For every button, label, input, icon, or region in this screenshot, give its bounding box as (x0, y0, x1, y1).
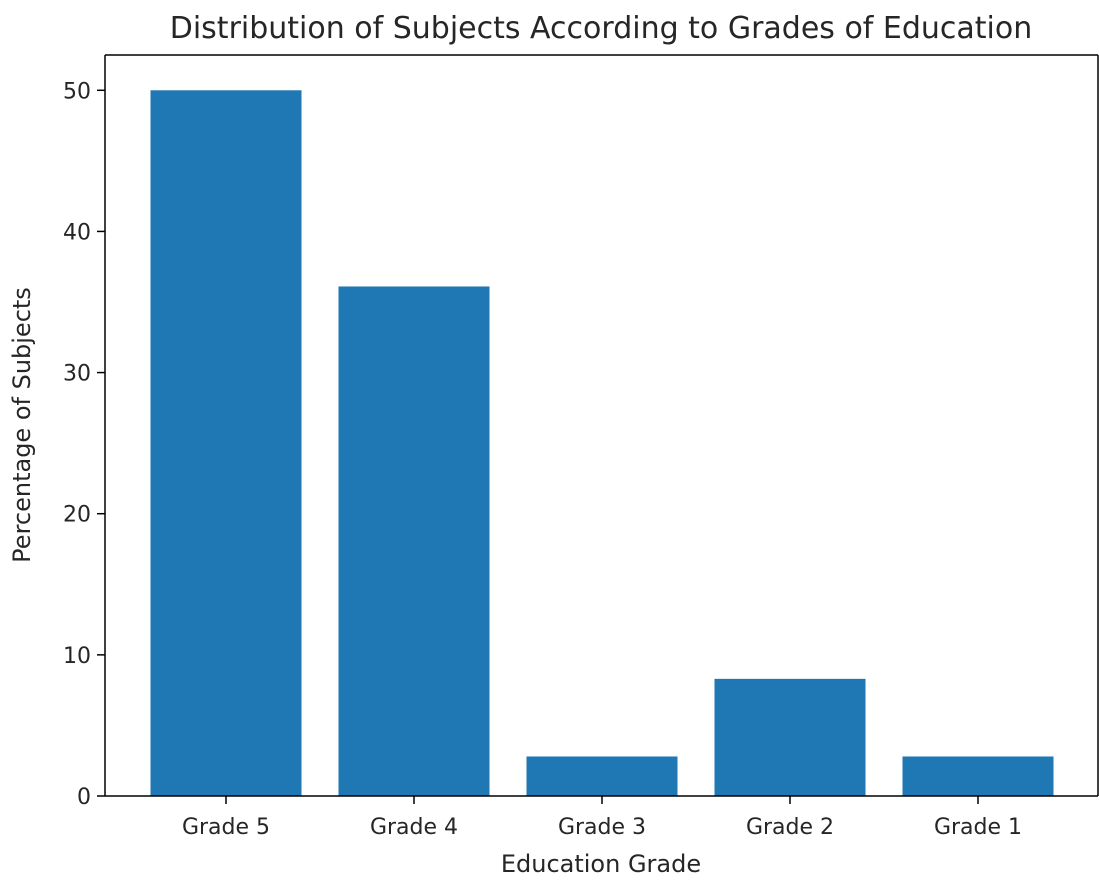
bar-grade-1 (902, 756, 1054, 796)
bar-grade-5 (150, 90, 302, 797)
x-axis-label: Education Grade (501, 850, 701, 878)
y-tick-label: 30 (63, 362, 91, 387)
x-tick-label: Grade 1 (934, 815, 1022, 840)
chart-title: Distribution of Subjects According to Gr… (170, 11, 1033, 46)
x-tick-label: Grade 4 (370, 815, 458, 840)
y-tick-label: 10 (63, 644, 91, 669)
x-tick-label: Grade 2 (746, 815, 834, 840)
bars-layer (150, 90, 1054, 797)
y-tick-label: 50 (63, 79, 91, 104)
x-tick-label: Grade 3 (558, 815, 646, 840)
y-tick-label: 40 (63, 220, 91, 245)
y-tick-label: 20 (63, 503, 91, 528)
y-tick-label: 0 (77, 785, 91, 810)
y-axis-label: Percentage of Subjects (8, 287, 36, 563)
x-tick-label: Grade 5 (182, 815, 270, 840)
bar-grade-2 (714, 678, 866, 796)
bar-grade-4 (338, 286, 490, 796)
bar-grade-3 (526, 756, 678, 796)
ticks-layer: Grade 5 Grade 4 Grade 3 Grade 2 Grade 1 0 10 20… (63, 79, 1022, 840)
